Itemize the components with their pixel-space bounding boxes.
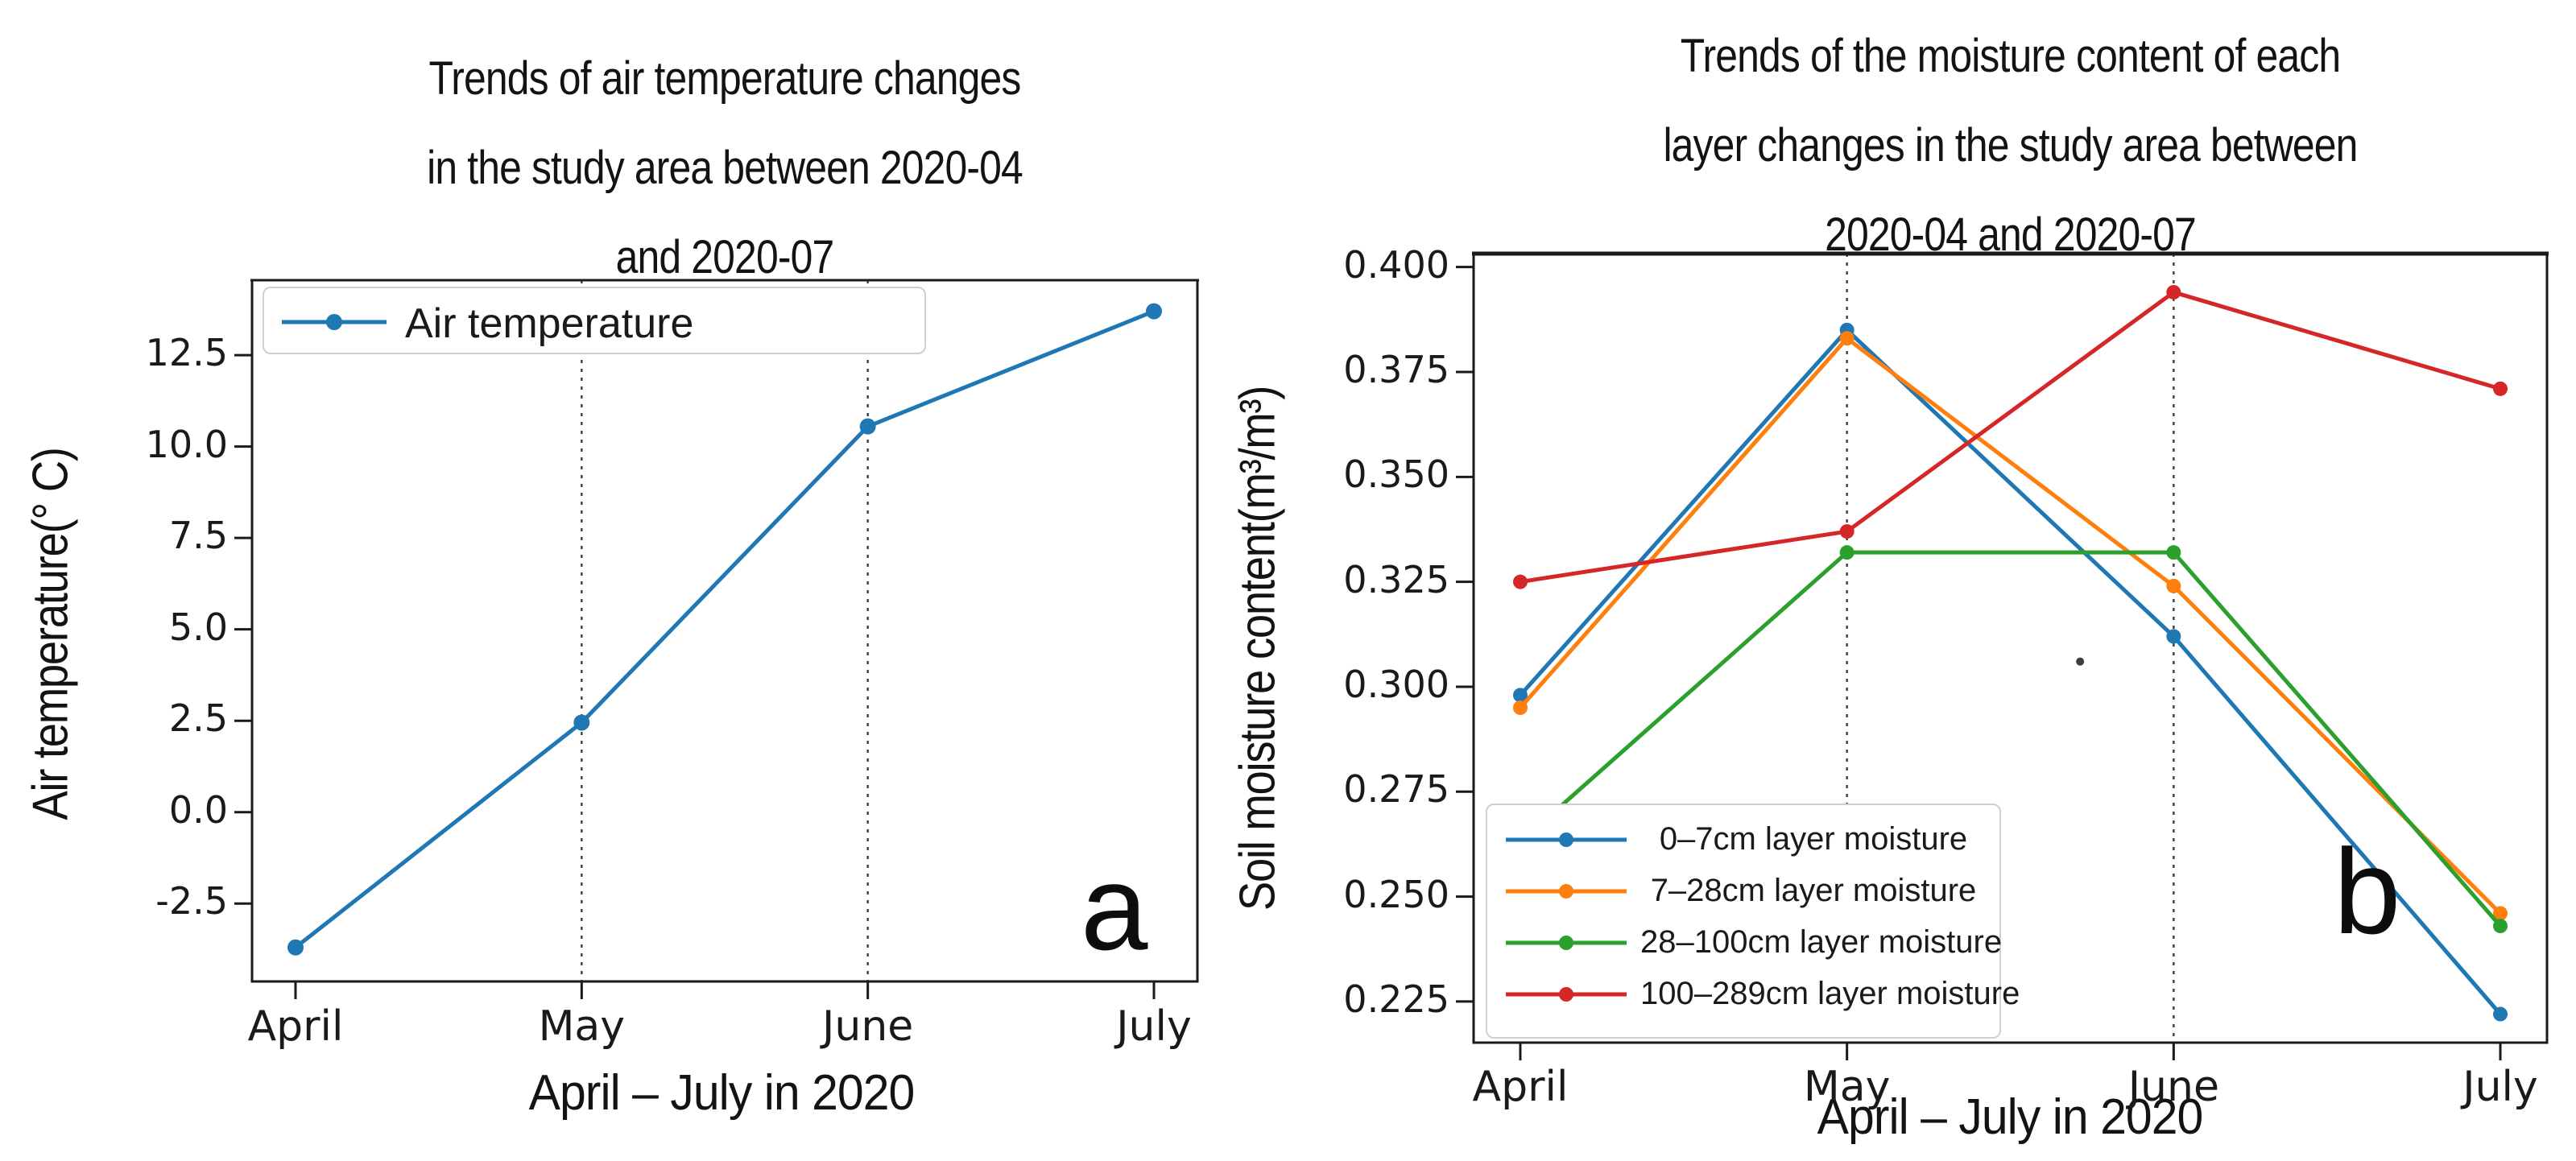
panel-b-y-tick-label: 0.350 xyxy=(1343,452,1449,497)
panel-a-series-0-marker-may xyxy=(573,714,590,731)
panel-b-title: Trends of the moisture content of each l… xyxy=(1548,11,2471,279)
panel-a-title: Trends of air temperature changes in the… xyxy=(318,34,1131,302)
panel-b-series-0-marker-april xyxy=(1512,688,1528,703)
panel-a-title-line1: Trends of air temperature changes xyxy=(428,52,1021,105)
panel-b-series-0-marker-june xyxy=(2166,629,2181,644)
panel-a-x-axis-label: April – July in 2020 xyxy=(528,1065,916,1121)
panel-a-y-tick-label: 0.0 xyxy=(168,787,228,832)
panel-a-y-tick-label: 10.0 xyxy=(145,422,228,466)
panel-a-title-line3: and 2020-07 xyxy=(615,231,835,283)
panel-a-series-line-0 xyxy=(294,309,1155,949)
panel-b-legend-label: 0–7cm layer moisture xyxy=(1659,821,1968,857)
panel-b-series-line-3 xyxy=(1520,290,2501,585)
panel-b-title-line3: 2020-04 and 2020-07 xyxy=(1825,209,2197,261)
panel-b-y-tick-label: 0.250 xyxy=(1343,872,1449,916)
panel-a-y-tick-label: 7.5 xyxy=(168,514,228,558)
panel-b-y-tick-label: 0.275 xyxy=(1343,767,1449,812)
panel-b-x-tick-label-june: June xyxy=(2127,1063,2219,1111)
panel-b-series-line-2 xyxy=(1519,550,2502,928)
panel-a-legend: Air temperature xyxy=(263,287,926,354)
panel-a-y-tick-label: -2.5 xyxy=(155,879,228,923)
panel-b-series-0-marker-july xyxy=(2493,1006,2508,1022)
panel-b-series-line-0 xyxy=(1519,328,2502,1016)
panel-a-y-tick-label: 2.5 xyxy=(168,696,228,741)
panel-a-letter: a xyxy=(1081,840,1148,975)
panel-b-legend: 0–7cm layer moisture 7–28cm layer moistur… xyxy=(1486,804,2020,1039)
panel-a-x-tick-label-july: July xyxy=(1116,1002,1192,1051)
panel-b-series-1-marker-april xyxy=(1512,700,1528,716)
panel-a-series-0-marker-april xyxy=(287,939,304,956)
panel-b-legend-label: 28–100cm layer moisture xyxy=(1640,924,2003,960)
air-temperature-legend-line-icon xyxy=(282,314,387,330)
panel-a-series-0-marker-june xyxy=(859,418,876,435)
legend-line-icon xyxy=(1506,884,1627,899)
panel-b-letter: b xyxy=(2334,824,2401,959)
panel-a-title-line2: in the study area between 2020-04 xyxy=(427,142,1023,194)
panel-b-series-3-marker-july xyxy=(2493,381,2508,396)
legend-line-icon xyxy=(1506,833,1627,847)
panel-a-x-tick-label-april: April xyxy=(247,1002,344,1051)
panel-b-y-tick-label: 0.225 xyxy=(1343,977,1449,1021)
panel-b-x-tick-label-july: July xyxy=(2462,1063,2538,1111)
panel-b-y-tick-label: 0.400 xyxy=(1343,242,1449,287)
panel-b-x-axis-label: April – July in 2020 xyxy=(1817,1089,2204,1145)
panel-b-series-2-marker-july xyxy=(2493,919,2508,934)
legend-line-icon xyxy=(1506,987,1627,1002)
panel-b-series-2-marker-may xyxy=(1839,545,1854,560)
panel-b-series-1-marker-june xyxy=(2166,578,2181,593)
panel-a-y-tick-label: 12.5 xyxy=(145,331,228,375)
panel-b-series-3-marker-april xyxy=(1512,574,1528,589)
panel-b-legend-label: 100–289cm layer moisture xyxy=(1640,976,2020,1011)
stray-dot xyxy=(2076,657,2085,666)
panel-b-y-tick-label: 0.300 xyxy=(1343,662,1449,706)
legend-line-icon xyxy=(1506,936,1627,950)
panel-a-y-tick-label: 5.0 xyxy=(168,605,228,649)
panel-b-y-tick-label: 0.325 xyxy=(1343,557,1449,601)
panel-b-x-tick-label-april: April xyxy=(1472,1063,1569,1111)
panel-a-legend-label: Air temperature xyxy=(405,300,694,347)
panel-b-legend-label: 7–28cm layer moisture xyxy=(1650,873,1977,908)
panel-b-series-3-marker-june xyxy=(2166,284,2181,300)
panel-b-series-1-marker-may xyxy=(1839,331,1854,346)
panel-b-series-2-marker-june xyxy=(2166,545,2181,560)
panel-a-series-0-marker-july xyxy=(1145,303,1162,320)
panel-b-series-line-1 xyxy=(1519,336,2502,915)
panel-b-series-1-marker-july xyxy=(2493,906,2508,921)
panel-b-title-line1: Trends of the moisture content of each xyxy=(1680,30,2341,82)
panel-b-title-line2: layer changes in the study area between xyxy=(1663,119,2358,171)
panel-b-series-3-marker-may xyxy=(1839,524,1854,539)
panel-b-x-tick-label-may: May xyxy=(1803,1063,1891,1111)
panel-a-x-tick-label-june: June xyxy=(822,1002,914,1051)
panel-b-y-tick-label: 0.375 xyxy=(1343,348,1449,391)
panel-a-x-tick-label-may: May xyxy=(538,1002,626,1051)
panel-a-axes-frame xyxy=(250,279,1199,983)
